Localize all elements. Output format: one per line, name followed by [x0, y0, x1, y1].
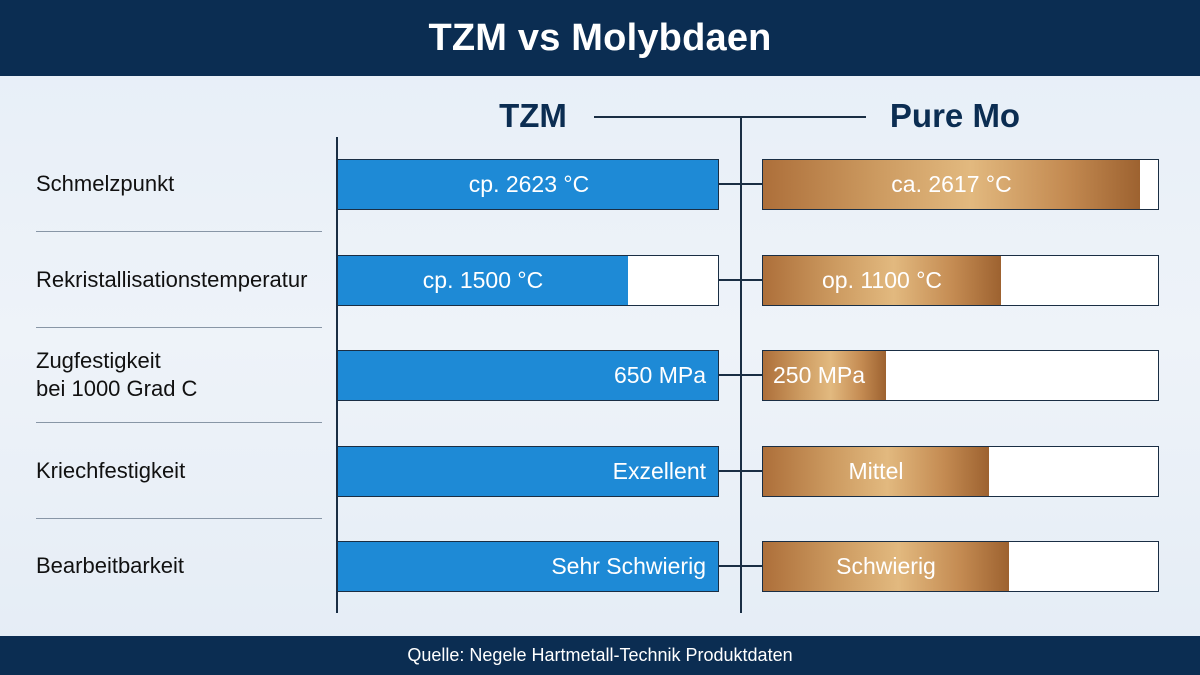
- pure-mo-bar-frame-2: op. 1100 °C: [762, 255, 1159, 306]
- tzm-bar-frame-3: 650 MPa: [337, 350, 719, 401]
- row-separator-4: [36, 518, 322, 519]
- tzm-value-label-2: cp. 1500 °C: [422, 267, 544, 293]
- tzm-bar-frame-4: Exzellent: [337, 446, 719, 497]
- header-connector-line: [594, 116, 866, 118]
- tzm-bar-4: [338, 447, 718, 496]
- pure-mo-bar-2: [763, 256, 1001, 305]
- pure-mo-bar-3: [763, 351, 886, 400]
- header-bar: TZM vs Molybdaen: [0, 0, 1200, 76]
- tzm-bar-2: [338, 256, 628, 305]
- pure-mo-bar-1: [763, 160, 1140, 209]
- pure-mo-value-label-5: Schwierig: [836, 553, 936, 579]
- tzm-value-label-3: 650 MPa: [613, 362, 706, 388]
- pure-mo-bar-frame-3: 250 MPa: [762, 350, 1159, 401]
- page-title: TZM vs Molybdaen: [428, 16, 772, 59]
- row-connector-5: [719, 565, 762, 567]
- tzm-bar-5: [338, 542, 718, 591]
- pure-mo-bar-frame-1: ca. 2617 °C: [762, 159, 1159, 210]
- row-label-1: Schmelzpunkt: [36, 171, 175, 196]
- tzm-value-label-1: cp. 2623 °C: [468, 171, 590, 197]
- pure-mo-value-label-3: 250 MPa: [773, 362, 866, 388]
- footer-bar: Quelle: Negele Hartmetall-Technik Produk…: [0, 636, 1200, 675]
- pure-mo-value-label-4: Mittel: [848, 458, 904, 484]
- column-title-tzm: TZM: [499, 97, 567, 134]
- row-separator-1: [36, 231, 322, 232]
- tzm-bar-1: [338, 160, 718, 209]
- row-connector-2: [719, 279, 762, 281]
- pure-mo-bar-5: [763, 542, 1009, 591]
- column-title-pure-mo: Pure Mo: [889, 97, 1021, 134]
- row-label-2: Rekristallisationstemperatur: [36, 267, 308, 292]
- pure-mo-bar-4: [763, 447, 989, 496]
- pure-mo-bar-frame-5: Schwierig: [762, 541, 1159, 592]
- row-separator-3: [36, 422, 322, 423]
- tzm-bar-3: [338, 351, 718, 400]
- pure-mo-bar-frame-4: Mittel: [762, 446, 1159, 497]
- source-note: Quelle: Negele Hartmetall-Technik Produk…: [407, 645, 793, 665]
- tzm-bar-frame-2: cp. 1500 °C: [337, 255, 719, 306]
- row-label-4: Kriechfestigkeit: [36, 458, 186, 483]
- center-axis-line: [740, 116, 742, 613]
- row-connector-3: [719, 374, 762, 376]
- row-connector-1: [719, 183, 762, 185]
- pure-mo-value-label-2: op. 1100 °C: [821, 267, 943, 293]
- row-connector-4: [719, 470, 762, 472]
- tzm-bar-frame-1: cp. 2623 °C: [337, 159, 719, 210]
- tzm-value-label-5: Sehr Schwierig: [551, 553, 706, 579]
- row-label-5: Bearbeitbarkeit: [36, 553, 184, 578]
- pure-mo-value-label-1: ca. 2617 °C: [891, 171, 1012, 197]
- row-separator-2: [36, 327, 322, 328]
- tzm-value-label-4: Exzellent: [612, 458, 706, 484]
- tzm-bar-frame-5: Sehr Schwierig: [337, 541, 719, 592]
- row-label-3: Zugfestigkeit bei 1000 Grad C: [36, 348, 198, 401]
